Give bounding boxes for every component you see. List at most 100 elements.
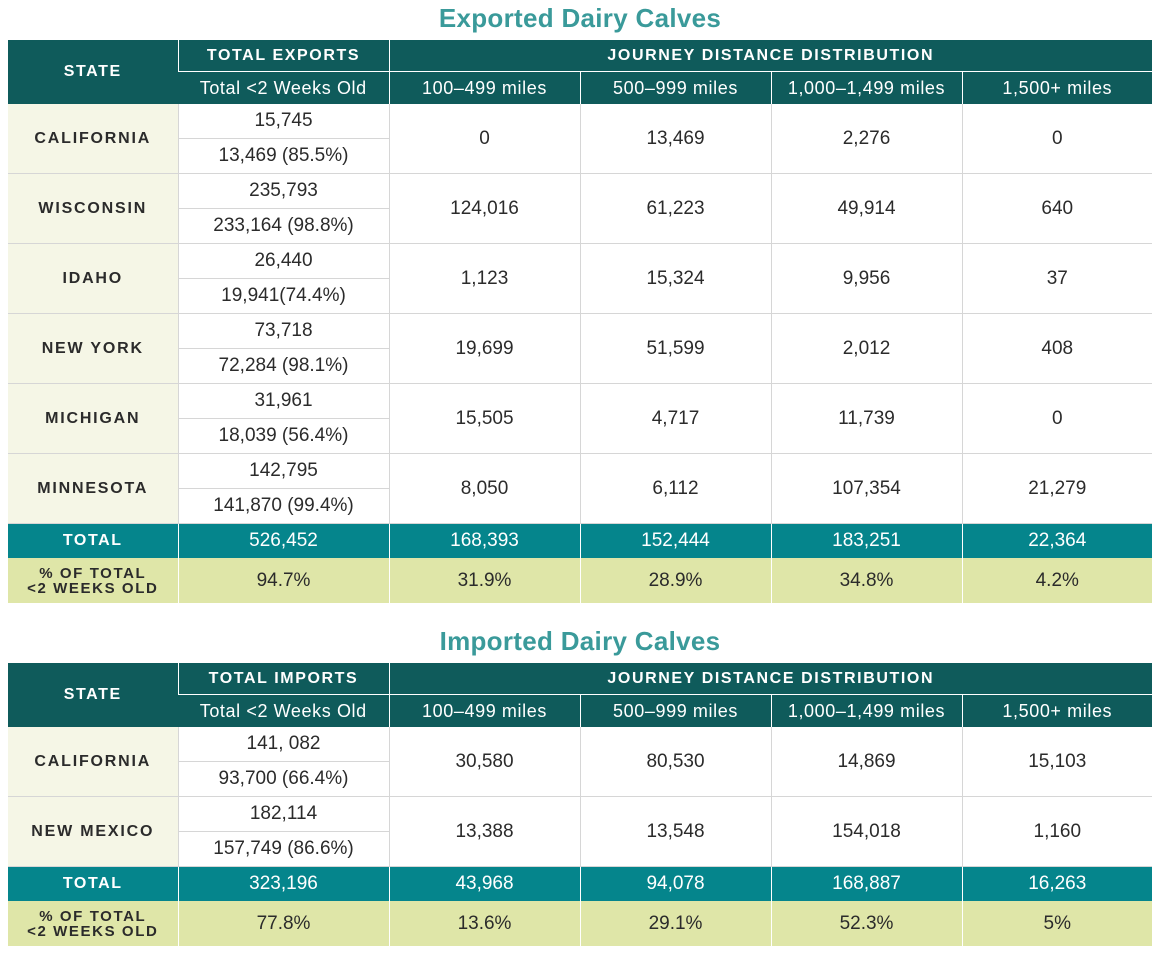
total-row: TOTAL 526,452 168,393 152,444 183,251 22… (8, 523, 1153, 558)
total-value: 323,196 (177, 866, 389, 901)
bin-value: 61,223 (579, 173, 771, 244)
bin-header-1000-1499: 1,000–1,499 miles (770, 694, 962, 727)
under-2-weeks-value: 19,941(74.4%) (177, 278, 389, 314)
under-2-weeks-header: Total <2 Weeks Old (178, 694, 389, 727)
total-exports-value: 26,440 (177, 243, 389, 279)
bin-header-100-499: 100–499 miles (388, 71, 580, 104)
percent-row: % OF TOTAL <2 WEEKS OLD 77.8% 13.6% 29.1… (8, 901, 1153, 946)
percent-value: 29.1% (579, 901, 771, 946)
table-row: IDAHO 26,440 1,123 15,324 9,956 37 (8, 243, 1153, 314)
exported-calves-table: STATE TOTAL EXPORTS JOURNEY DISTANCE DIS… (8, 40, 1153, 603)
total-row-label: TOTAL (8, 866, 178, 901)
table-row: MINNESOTA 142,795 8,050 6,112 107,354 21… (8, 453, 1153, 524)
percent-value: 28.9% (579, 558, 771, 603)
bin-value: 15,505 (388, 383, 580, 454)
percent-label-line2: <2 WEEKS OLD (27, 579, 159, 597)
bin-value: 15,324 (579, 243, 771, 314)
imported-table-title: Imported Dairy Calves (439, 626, 721, 656)
bin-value: 6,112 (579, 453, 771, 524)
bin-value: 13,388 (388, 796, 580, 867)
bin-value: 80,530 (579, 727, 771, 797)
total-value: 168,887 (770, 866, 962, 901)
table-row: WISCONSIN 235,793 124,016 61,223 49,914 … (8, 173, 1153, 244)
percent-value: 34.8% (770, 558, 962, 603)
under-2-weeks-value: 13,469 (85.5%) (177, 138, 389, 174)
bin-value: 1,123 (388, 243, 580, 314)
total-value: 168,393 (388, 523, 580, 558)
bin-value: 15,103 (961, 727, 1153, 797)
total-row: TOTAL 323,196 43,968 94,078 168,887 16,2… (8, 866, 1153, 901)
percent-value: 52.3% (770, 901, 962, 946)
bin-value: 154,018 (770, 796, 962, 867)
state-name: MINNESOTA (8, 453, 178, 524)
total-value: 526,452 (177, 523, 389, 558)
state-name: MICHIGAN (8, 383, 178, 454)
bin-header-500-999: 500–999 miles (579, 71, 771, 104)
state-column-header: STATE (8, 663, 178, 727)
total-value: 22,364 (961, 523, 1153, 558)
state-name: WISCONSIN (8, 173, 178, 244)
bin-value: 408 (961, 313, 1153, 384)
under-2-weeks-value: 18,039 (56.4%) (177, 418, 389, 454)
state-name: NEW MEXICO (8, 796, 178, 867)
exported-table-title: Exported Dairy Calves (438, 3, 722, 33)
total-exports-value: 31,961 (177, 383, 389, 419)
bin-value: 11,739 (770, 383, 962, 454)
table-row: CALIFORNIA 15,745 0 13,469 2,276 0 (8, 104, 1153, 174)
total-value: 43,968 (388, 866, 580, 901)
total-value: 183,251 (770, 523, 962, 558)
bin-value: 4,717 (579, 383, 771, 454)
bin-value: 14,869 (770, 727, 962, 797)
bin-value: 21,279 (961, 453, 1153, 524)
bin-header-500-999: 500–999 miles (579, 694, 771, 727)
percent-label-line2: <2 WEEKS OLD (27, 922, 159, 940)
total-value: 94,078 (579, 866, 771, 901)
under-2-weeks-header: Total <2 Weeks Old (178, 71, 389, 104)
total-imports-header: TOTAL IMPORTS (177, 663, 389, 695)
under-2-weeks-value: 233,164 (98.8%) (177, 208, 389, 244)
total-value: 152,444 (579, 523, 771, 558)
percent-value: 4.2% (961, 558, 1153, 603)
state-name: CALIFORNIA (8, 727, 178, 797)
bin-value: 107,354 (770, 453, 962, 524)
under-2-weeks-value: 157,749 (86.6%) (177, 831, 389, 867)
bin-value: 49,914 (770, 173, 962, 244)
percent-value: 94.7% (177, 558, 389, 603)
bin-value: 51,599 (579, 313, 771, 384)
bin-value: 0 (388, 104, 580, 174)
bin-value: 640 (961, 173, 1153, 244)
bin-value: 8,050 (388, 453, 580, 524)
state-column-header: STATE (8, 40, 178, 104)
state-name: CALIFORNIA (8, 104, 178, 174)
state-name: IDAHO (8, 243, 178, 314)
bin-value: 13,548 (579, 796, 771, 867)
under-2-weeks-value: 93,700 (66.4%) (177, 761, 389, 797)
percent-value: 77.8% (177, 901, 389, 946)
bin-header-1500-plus: 1,500+ miles (961, 694, 1153, 727)
total-exports-value: 73,718 (177, 313, 389, 349)
total-exports-value: 235,793 (177, 173, 389, 209)
under-2-weeks-value: 141,870 (99.4%) (177, 488, 389, 524)
total-value: 16,263 (961, 866, 1153, 901)
percent-row-label: % OF TOTAL <2 WEEKS OLD (8, 901, 178, 946)
percent-label-line1: % OF TOTAL (39, 564, 147, 582)
percent-value: 31.9% (388, 558, 580, 603)
bin-value: 30,580 (388, 727, 580, 797)
percent-value: 13.6% (388, 901, 580, 946)
under-2-weeks-value: 72,284 (98.1%) (177, 348, 389, 384)
percent-row: % OF TOTAL <2 WEEKS OLD 94.7% 31.9% 28.9… (8, 558, 1153, 603)
table-row: MICHIGAN 31,961 15,505 4,717 11,739 0 (8, 383, 1153, 454)
bin-value: 9,956 (770, 243, 962, 314)
percent-value: 5% (961, 901, 1153, 946)
distance-distribution-header: JOURNEY DISTANCE DISTRIBUTION (388, 663, 1153, 695)
bin-value: 2,012 (770, 313, 962, 384)
total-imports-value: 182,114 (177, 796, 389, 832)
table-row: CALIFORNIA 141, 082 30,580 80,530 14,869… (8, 727, 1153, 797)
bin-value: 13,469 (579, 104, 771, 174)
bin-header-1500-plus: 1,500+ miles (961, 71, 1153, 104)
total-imports-value: 141, 082 (177, 727, 389, 762)
bin-value: 0 (961, 104, 1153, 174)
percent-label-line1: % OF TOTAL (39, 907, 147, 925)
percent-row-label: % OF TOTAL <2 WEEKS OLD (8, 558, 178, 603)
total-exports-value: 142,795 (177, 453, 389, 489)
